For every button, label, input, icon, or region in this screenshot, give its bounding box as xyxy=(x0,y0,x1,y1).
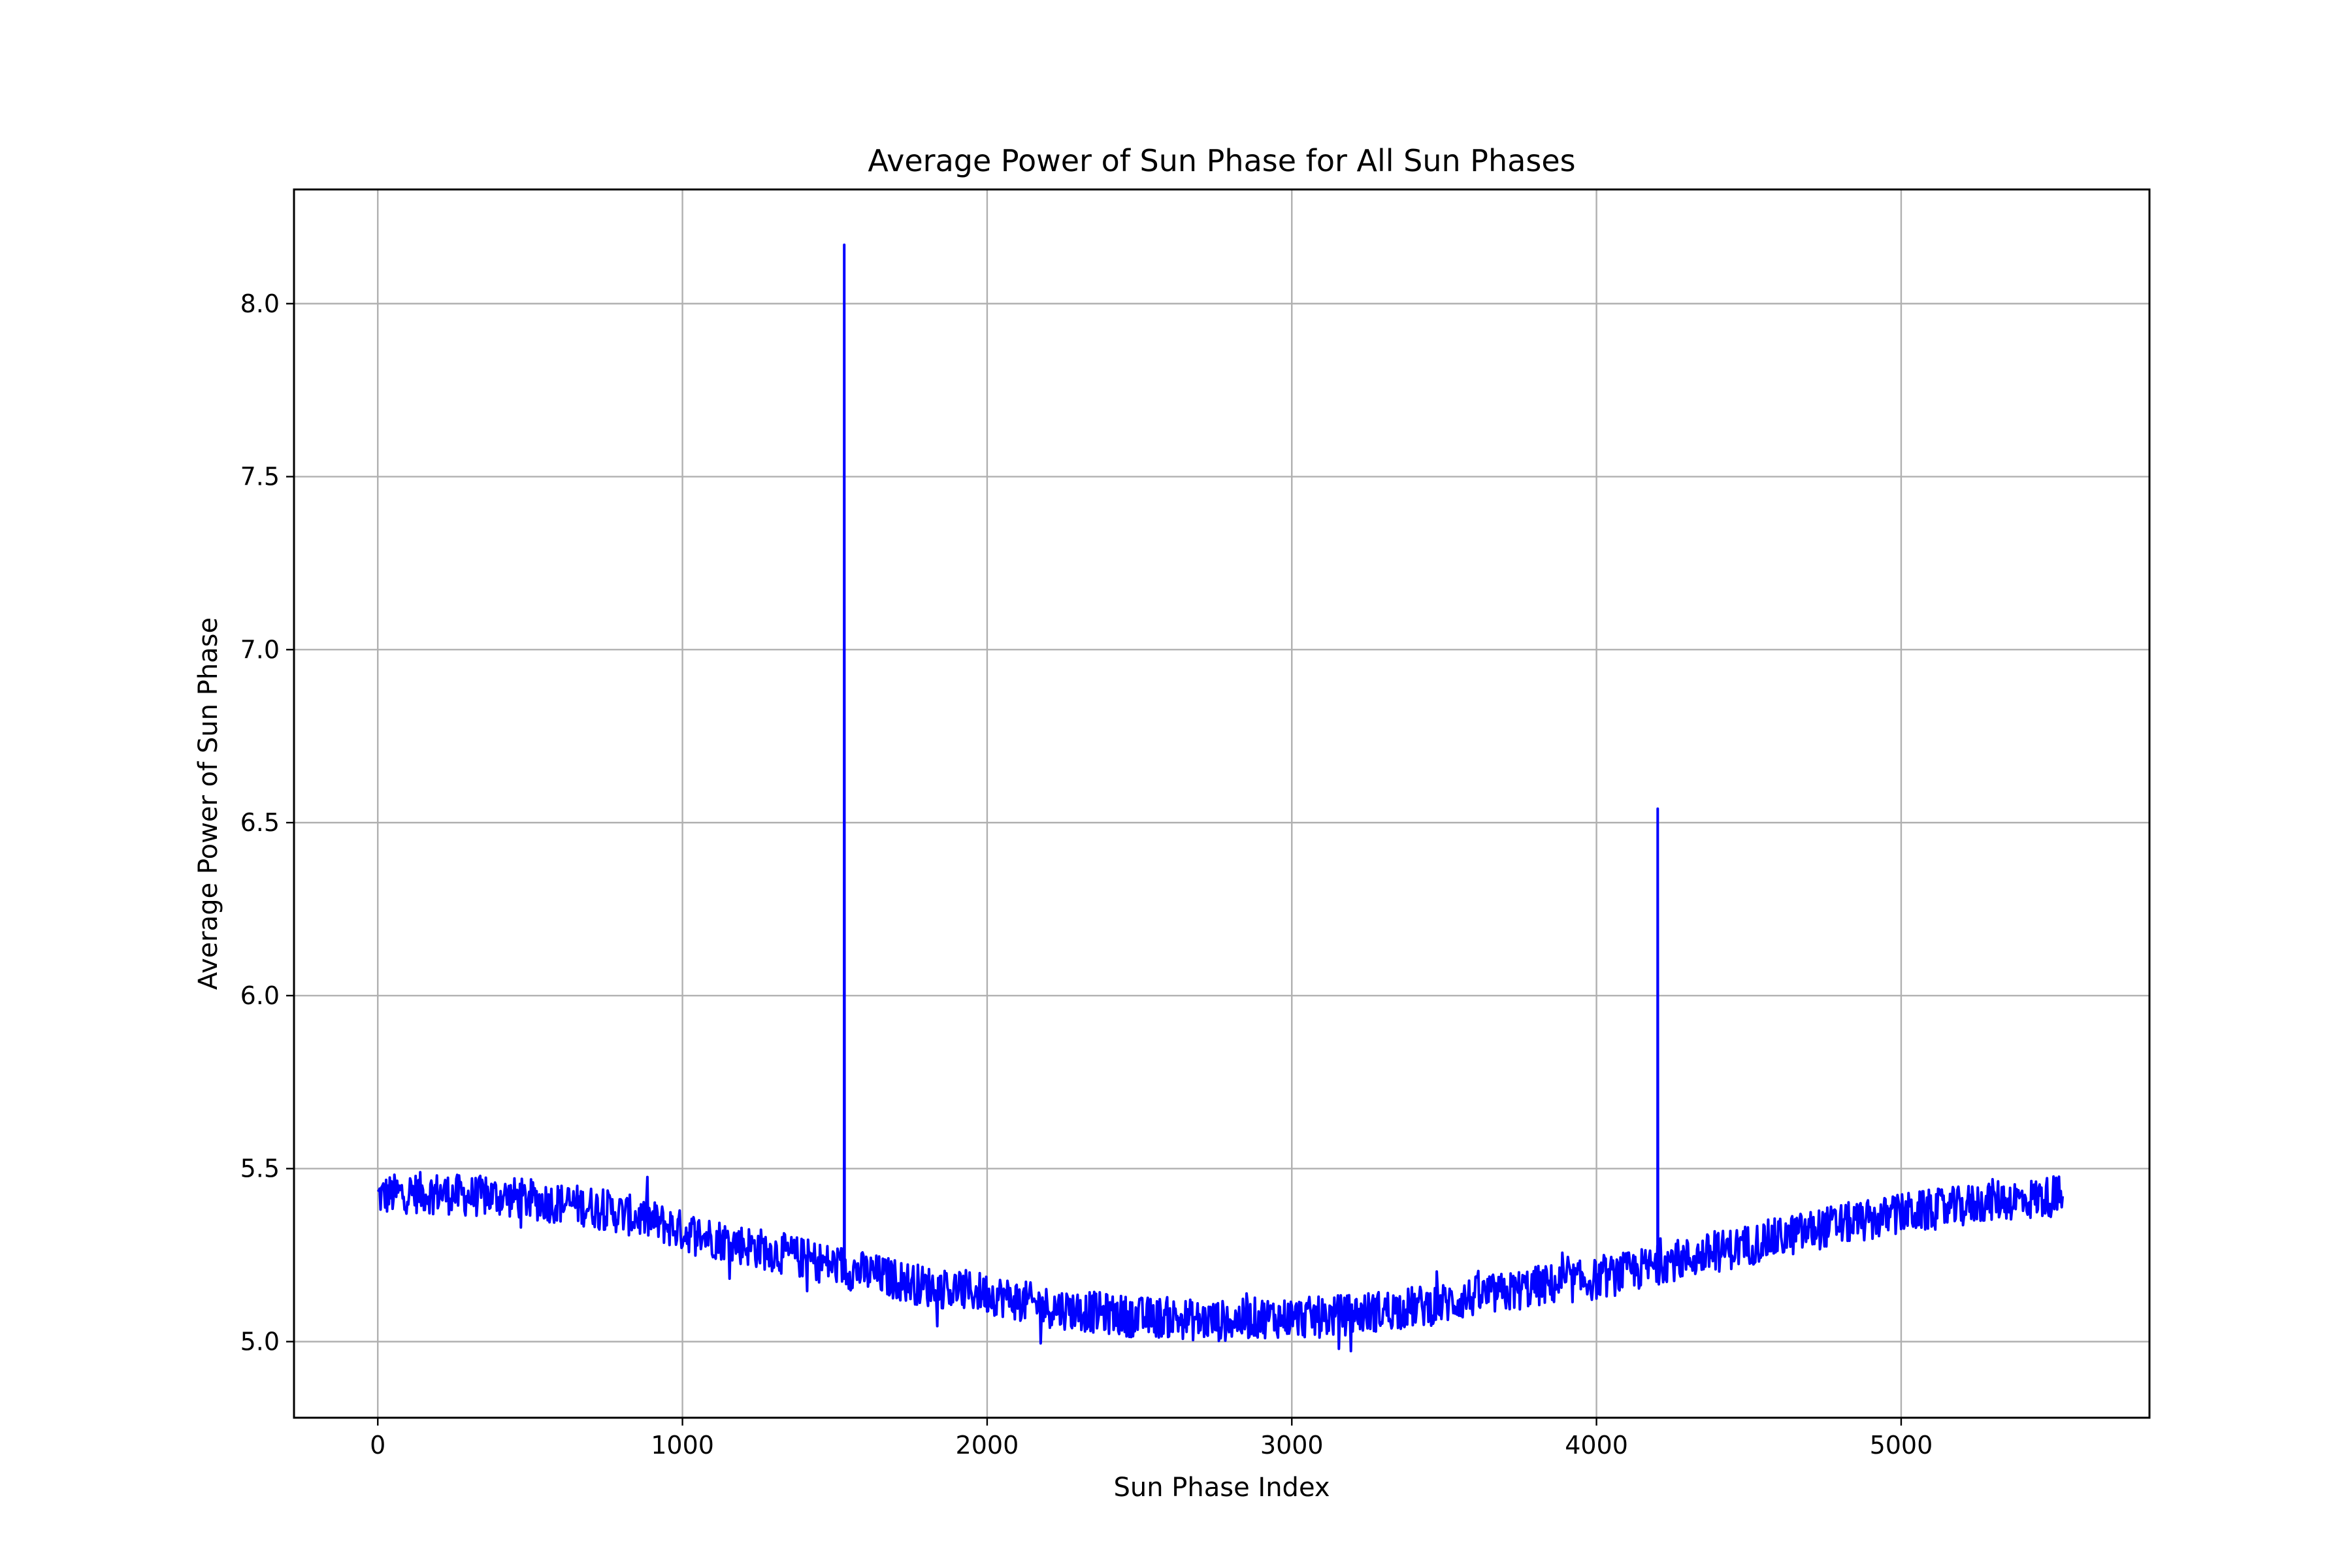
grid-lines xyxy=(294,189,2149,1418)
x-tick-label: 0 xyxy=(370,1431,385,1460)
x-tick-label: 5000 xyxy=(1870,1431,1933,1460)
axis-ticks: 0 1000 2000 3000 4000 5000 5.0 5.5 6.0 6.5 7.0 7.5 8… xyxy=(240,289,1933,1460)
y-tick-label: 5.5 xyxy=(240,1154,280,1183)
y-tick-label: 7.5 xyxy=(240,463,280,491)
x-tick-label: 2000 xyxy=(956,1431,1019,1460)
x-tick-label: 3000 xyxy=(1260,1431,1324,1460)
y-tick-label: 6.5 xyxy=(240,808,280,837)
y-tick-label: 7.0 xyxy=(240,635,280,664)
y-tick-label: 6.0 xyxy=(240,981,280,1010)
data-line-series xyxy=(376,243,2065,1352)
x-tick-label: 4000 xyxy=(1565,1431,1628,1460)
x-axis-label: Sun Phase Index xyxy=(1113,1473,1330,1503)
y-axis-label: Average Power of Sun Phase xyxy=(193,617,223,990)
chart-title: Average Power of Sun Phase for All Sun P… xyxy=(868,143,1575,178)
x-tick-label: 1000 xyxy=(651,1431,714,1460)
y-tick-label: 5.0 xyxy=(240,1327,280,1356)
y-tick-label: 8.0 xyxy=(240,289,280,318)
plot-area-frame xyxy=(293,188,2151,1419)
